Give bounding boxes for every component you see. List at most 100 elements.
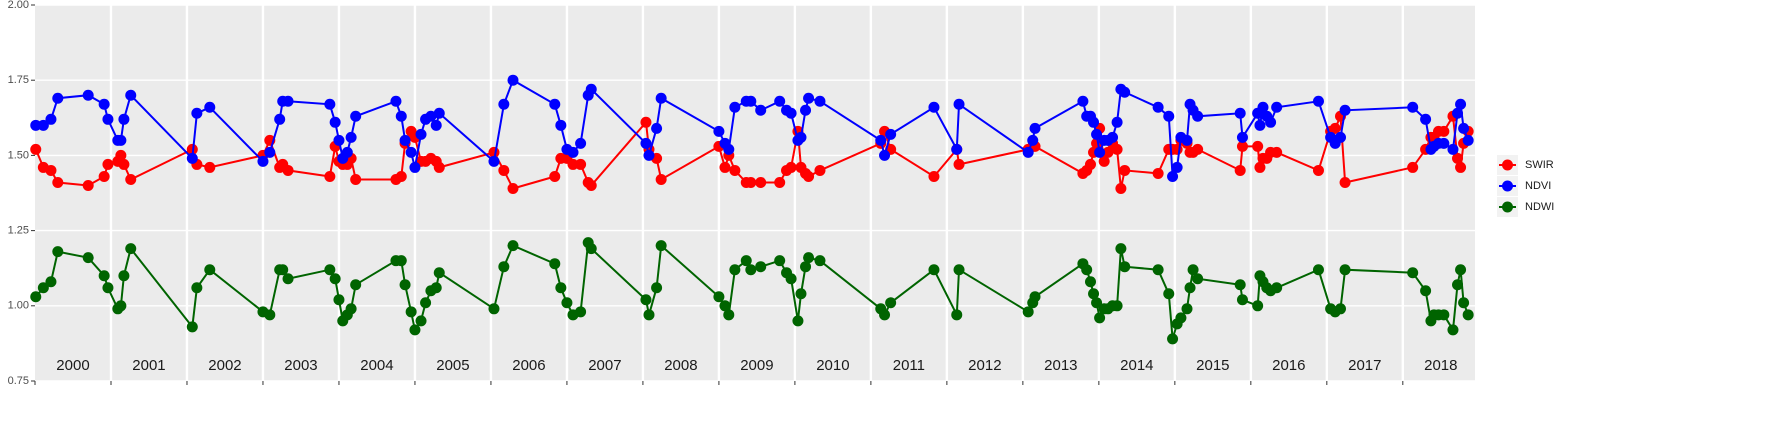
data-point <box>45 276 57 288</box>
legend-point <box>1502 180 1513 192</box>
data-point <box>82 179 94 191</box>
year-label: 2016 <box>1272 357 1305 374</box>
data-point <box>928 101 940 113</box>
data-point <box>723 143 735 155</box>
data-point <box>98 98 110 110</box>
data-point <box>1312 95 1324 107</box>
data-point <box>82 89 94 101</box>
data-point <box>549 170 561 182</box>
data-point <box>1334 303 1346 315</box>
data-point <box>1257 101 1269 113</box>
data-point <box>1447 143 1459 155</box>
data-point <box>745 264 757 276</box>
data-point <box>115 149 127 161</box>
data-point <box>433 161 445 173</box>
data-point <box>1447 324 1459 336</box>
data-point <box>740 255 752 267</box>
data-point <box>102 113 114 125</box>
data-point <box>549 98 561 110</box>
data-point <box>1077 95 1089 107</box>
data-point <box>1119 164 1131 176</box>
data-point <box>118 270 130 282</box>
data-point <box>1119 261 1131 273</box>
data-point <box>324 170 336 182</box>
data-point <box>1462 309 1474 321</box>
year-label: 2018 <box>1424 357 1457 374</box>
data-point <box>1152 101 1164 113</box>
data-point <box>1029 291 1041 303</box>
data-point <box>951 309 963 321</box>
data-point <box>1094 312 1106 324</box>
data-point <box>191 107 203 119</box>
data-point <box>345 303 357 315</box>
data-point <box>585 179 597 191</box>
data-point <box>1111 143 1123 155</box>
data-point <box>118 158 130 170</box>
data-point <box>792 315 804 327</box>
legend-label: SWIR <box>1525 159 1554 171</box>
data-point <box>1181 303 1193 315</box>
data-point <box>399 134 411 146</box>
data-point <box>755 261 767 273</box>
year-label: 2006 <box>512 357 545 374</box>
y-tick-label: 1.50 <box>8 149 29 161</box>
data-point <box>1167 333 1179 345</box>
data-point <box>1438 137 1450 149</box>
data-point <box>30 291 42 303</box>
data-point <box>98 170 110 182</box>
data-point <box>640 137 652 149</box>
data-point <box>1455 98 1467 110</box>
data-point <box>37 282 49 294</box>
data-point <box>800 261 812 273</box>
data-point <box>277 264 289 276</box>
data-point <box>430 282 442 294</box>
data-point <box>395 110 407 122</box>
data-point <box>125 173 137 185</box>
data-point <box>1236 131 1248 143</box>
data-point <box>1152 167 1164 179</box>
data-point <box>729 101 741 113</box>
data-point <box>651 282 663 294</box>
data-point <box>1184 282 1196 294</box>
data-point <box>785 161 797 173</box>
data-point <box>655 240 667 252</box>
data-point <box>415 315 427 327</box>
y-tick-label: 1.75 <box>8 74 29 86</box>
data-point <box>1334 131 1346 143</box>
legend-label: NDWI <box>1525 201 1554 213</box>
data-point <box>755 176 767 188</box>
data-point <box>1254 161 1266 173</box>
year-label: 2010 <box>816 357 849 374</box>
data-point <box>885 128 897 140</box>
data-point <box>430 119 442 131</box>
data-point <box>1029 122 1041 134</box>
data-point <box>1171 161 1183 173</box>
data-point <box>1420 113 1432 125</box>
data-point <box>1022 306 1034 318</box>
data-point <box>885 297 897 309</box>
legend-label: NDVI <box>1525 180 1551 192</box>
data-point <box>1111 116 1123 128</box>
data-point <box>803 92 815 104</box>
data-point <box>1192 143 1204 155</box>
data-point <box>795 131 807 143</box>
data-point <box>30 143 42 155</box>
data-point <box>1192 273 1204 285</box>
data-point <box>1339 264 1351 276</box>
data-point <box>1407 101 1419 113</box>
data-point <box>52 246 64 258</box>
data-point <box>1407 161 1419 173</box>
data-point <box>785 273 797 285</box>
year-label: 2015 <box>1196 357 1229 374</box>
data-point <box>498 98 510 110</box>
data-point <box>1091 297 1103 309</box>
year-label: 2005 <box>436 357 469 374</box>
data-point <box>333 134 345 146</box>
data-point <box>655 92 667 104</box>
data-point <box>264 309 276 321</box>
data-point <box>953 98 965 110</box>
year-label: 2014 <box>1120 357 1153 374</box>
year-label: 2003 <box>284 357 317 374</box>
data-point <box>345 131 357 143</box>
